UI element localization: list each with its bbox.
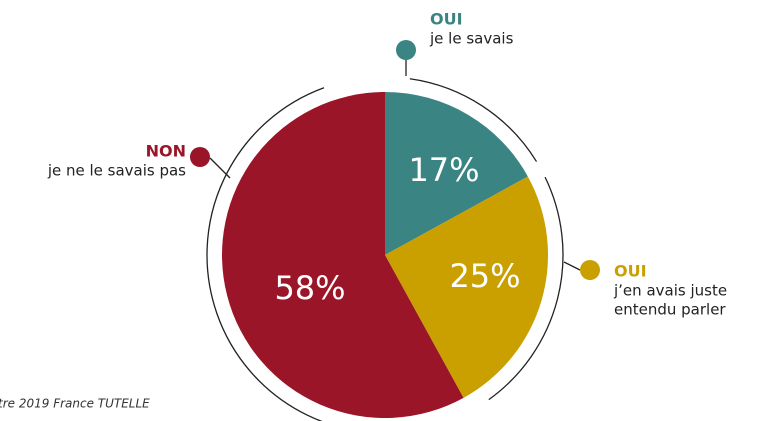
pie-slice — [385, 176, 548, 398]
legend-dot — [396, 40, 416, 60]
category-description: entendu parler — [614, 301, 726, 319]
outer-arc — [488, 176, 564, 401]
category-description: j’en avais juste — [613, 282, 727, 300]
category-label: OUI — [614, 262, 647, 281]
source: tre 2019 France TUTELLE — [0, 397, 150, 411]
value-label: 17% — [408, 151, 479, 189]
category-description: je ne le savais pas — [47, 162, 186, 180]
value-label: 58% — [274, 269, 345, 307]
connector — [563, 261, 581, 271]
pie-slice — [385, 92, 528, 255]
connector — [209, 157, 231, 179]
category-description: je le savais — [429, 30, 514, 48]
legend-dot — [580, 260, 600, 280]
value-label: 25% — [449, 257, 520, 295]
legend-dot — [190, 147, 210, 167]
category-label: OUI — [430, 10, 463, 29]
pie-slice — [221, 92, 464, 418]
category-label: NON — [146, 142, 186, 161]
outer-arc — [409, 78, 538, 162]
outer-arc — [206, 87, 325, 421]
